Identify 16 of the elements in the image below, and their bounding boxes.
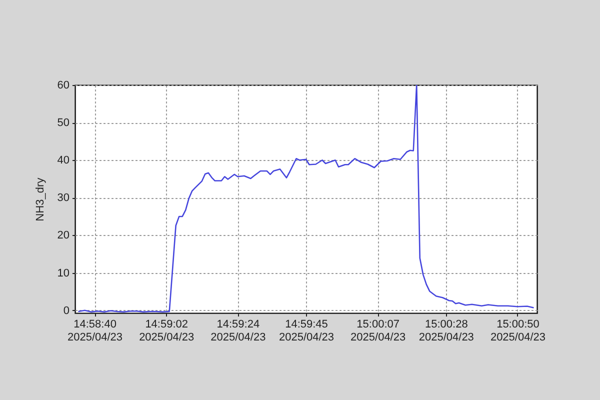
- x-tick-label: 15:00:50 2025/04/23: [490, 318, 546, 344]
- x-tick-label: 15:00:28 2025/04/23: [418, 318, 474, 344]
- x-tick-label: 14:59:24 2025/04/23: [210, 318, 266, 344]
- x-tick-label: 14:58:40 2025/04/23: [67, 318, 123, 344]
- y-tick-label: 20: [57, 230, 70, 242]
- x-tick-label: 14:59:02 2025/04/23: [139, 318, 194, 344]
- y-axis-title: NH3_dry: [34, 177, 46, 222]
- x-tick-label: 15:00:07 2025/04/23: [350, 318, 406, 344]
- y-tick-label: 10: [57, 267, 70, 280]
- y-tick-label: 0: [63, 304, 70, 317]
- line-series: [78, 85, 534, 313]
- y-tick-label: 60: [57, 80, 70, 92]
- y-tick-label: 40: [57, 154, 70, 167]
- y-tick-label: 50: [57, 117, 70, 130]
- x-tick-label: 14:59:45 2025/04/23: [278, 318, 334, 344]
- y-tick-label: 30: [57, 192, 70, 204]
